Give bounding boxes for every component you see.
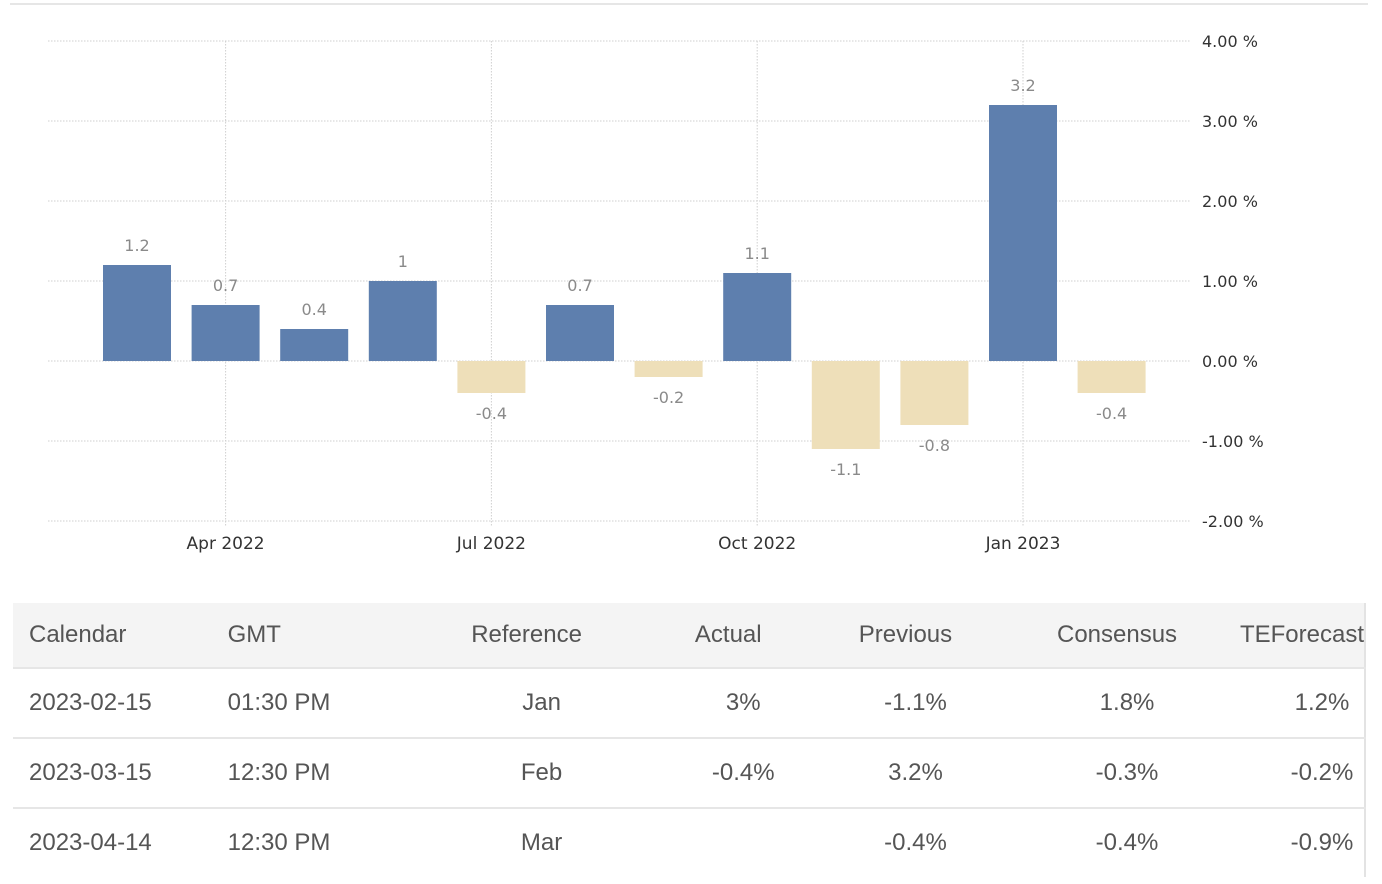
bar-data-label: -1.1 <box>830 460 861 479</box>
header-previous[interactable]: Previous <box>816 603 995 669</box>
bar[interactable] <box>634 361 703 377</box>
y-tick-label: 3.00 % <box>1202 112 1258 131</box>
cell-reference: Feb <box>413 738 640 809</box>
bar[interactable] <box>723 273 792 361</box>
bar[interactable] <box>368 281 437 361</box>
header-gmt[interactable]: GMT <box>227 603 414 669</box>
cell-consensus: -0.4% <box>1095 829 1159 856</box>
table-header-row: Calendar GMT Reference Actual Previous C… <box>13 603 1365 669</box>
y-tick-label: -1.00 % <box>1202 432 1264 451</box>
bar-data-label: -0.4 <box>476 404 507 423</box>
cell-actual: -0.4% <box>639 738 817 809</box>
bar-data-labels: 1.2 0.7 0.4 1 -0.4 0.7 -0.2 1.1 -1.1 -0.8 3.2 -0.4 <box>124 76 1127 479</box>
bar[interactable] <box>280 329 349 361</box>
x-tick-label: Apr 2022 <box>187 534 265 554</box>
header-actual[interactable]: Actual <box>639 603 817 669</box>
bar-data-label: 1.2 <box>124 236 149 255</box>
table-row: 2023-04-14 12:30 PM Mar -0.4% -0.4% -0.9… <box>13 808 1365 877</box>
bar-data-label: 1 <box>398 252 408 271</box>
bar[interactable] <box>811 361 880 449</box>
bar-chart: 1.20.70.41-0.40.7-0.21.1-1.1-0.83.2-0.4 … <box>48 32 1264 554</box>
x-tick-label: Jul 2022 <box>456 534 526 554</box>
bar[interactable] <box>900 361 969 425</box>
bar-data-label: 0.7 <box>213 276 238 295</box>
x-tick-label: Oct 2022 <box>718 534 796 554</box>
cell-calendar: 2023-03-15 <box>13 738 228 809</box>
cell-teforecast: -0.9% <box>1290 829 1354 856</box>
bar[interactable] <box>191 305 260 361</box>
y-tick-label: 4.00 % <box>1202 32 1258 51</box>
table-row: 2023-02-15 01:30 PM Jan 3% -1.1% 1.8% 1.… <box>13 668 1365 739</box>
x-tick-label: Jan 2023 <box>985 534 1061 554</box>
bar-data-label: -0.4 <box>1096 404 1127 423</box>
bar-data-label: -0.2 <box>653 388 684 407</box>
cell-consensus: -0.3% <box>994 738 1240 809</box>
bar-data-label: 1.1 <box>744 244 769 263</box>
bar-data-label: 0.7 <box>567 276 592 295</box>
table-row: 2023-03-15 12:30 PM Feb -0.4% 3.2% -0.3%… <box>13 738 1365 809</box>
cell-previous: -0.4% <box>884 829 947 856</box>
calendar-table: Calendar GMT Reference Actual Previous C… <box>13 603 1366 877</box>
header-teforecast[interactable]: TEForecast <box>1239 603 1365 669</box>
header-reference[interactable]: Reference <box>413 603 640 669</box>
y-axis-labels: 4.00 % 3.00 % 2.00 % 1.00 % 0.00 % -1.00 % -2.… <box>1202 32 1264 531</box>
bar[interactable] <box>546 305 614 361</box>
cell-calendar: 2023-02-15 <box>13 668 228 739</box>
cell-actual: 3% <box>639 668 817 739</box>
cell-teforecast: 1.2% <box>1239 668 1365 739</box>
bar[interactable] <box>457 361 526 393</box>
y-tick-label: -2.00 % <box>1202 512 1264 531</box>
top-divider <box>10 3 1368 5</box>
cell-teforecast: -0.2% <box>1239 738 1365 809</box>
cell-actual <box>640 808 817 877</box>
cell-gmt: 01:30 PM <box>227 668 414 739</box>
bar-data-label: 0.4 <box>301 300 326 319</box>
cell-reference: Jan <box>413 668 640 739</box>
cell-reference: Mar <box>520 829 563 856</box>
y-tick-label: 0.00 % <box>1202 352 1258 371</box>
header-calendar[interactable]: Calendar <box>13 603 228 669</box>
y-tick-label: 1.00 % <box>1202 272 1258 291</box>
x-axis-labels: Apr 2022 Jul 2022 Oct 2022 Jan 2023 <box>187 534 1061 554</box>
bar[interactable] <box>989 105 1057 361</box>
cell-gmt: 12:30 PM <box>227 738 414 809</box>
bar-data-label: -0.8 <box>919 436 950 455</box>
cell-calendar: 2023-04-14 <box>29 829 152 856</box>
bar-data-label: 3.2 <box>1010 76 1035 95</box>
header-consensus[interactable]: Consensus <box>994 603 1240 669</box>
y-tick-label: 2.00 % <box>1202 192 1258 211</box>
vertical-gridlines <box>225 41 1024 527</box>
cell-previous: 3.2% <box>816 738 995 809</box>
cell-previous: -1.1% <box>816 668 995 739</box>
bar[interactable] <box>1077 361 1146 393</box>
bars <box>103 105 1146 449</box>
bar[interactable] <box>103 265 171 361</box>
cell-gmt: 12:30 PM <box>227 829 331 856</box>
cell-consensus: 1.8% <box>994 668 1240 739</box>
